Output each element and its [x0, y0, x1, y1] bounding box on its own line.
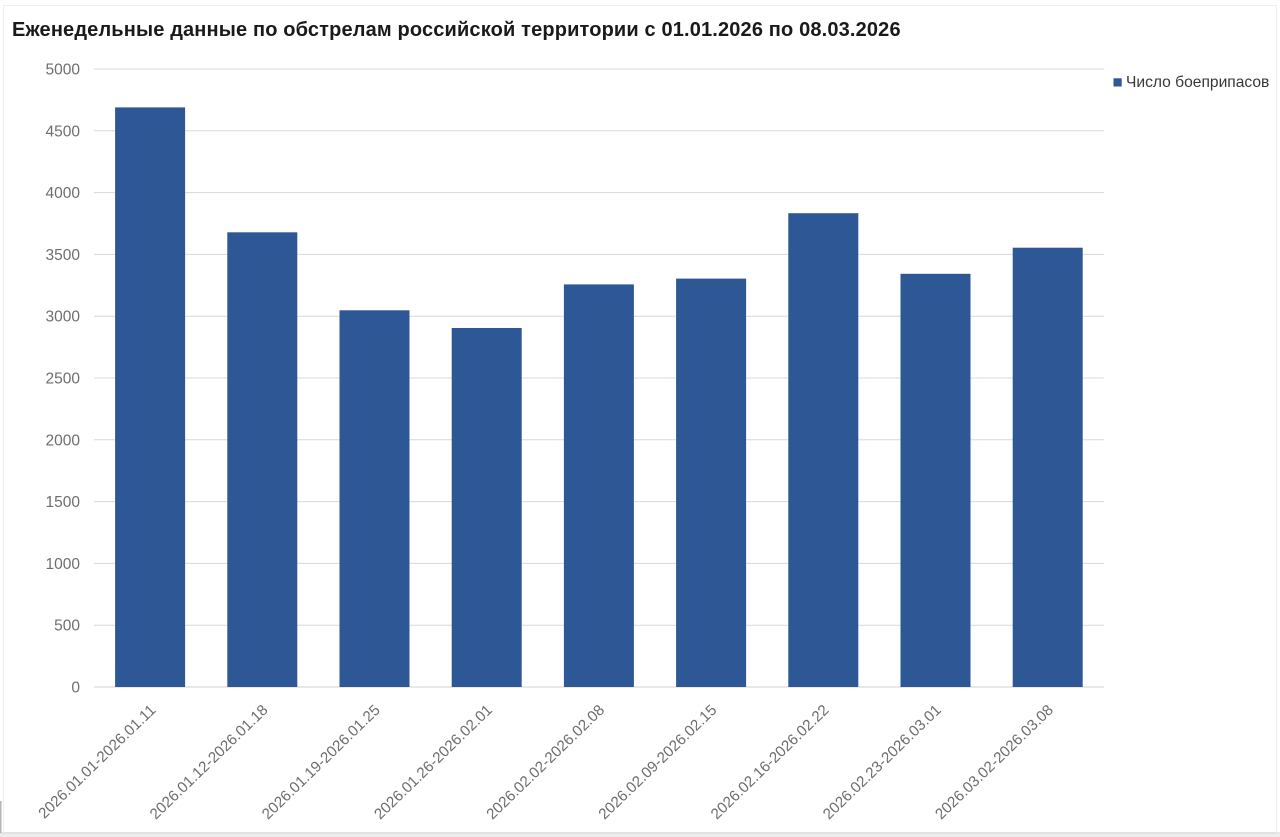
- svg-text:2500: 2500: [46, 370, 81, 387]
- svg-text:2026.03.02-2026.03.08: 2026.03.02-2026.03.08: [932, 702, 1057, 823]
- svg-text:4500: 4500: [46, 123, 81, 140]
- svg-text:1500: 1500: [46, 494, 81, 511]
- svg-text:2026.01.26-2026.02.01: 2026.01.26-2026.02.01: [371, 702, 496, 823]
- svg-text:5000: 5000: [46, 61, 81, 78]
- svg-text:2026.02.23-2026.03.01: 2026.02.23-2026.03.01: [820, 702, 945, 823]
- svg-text:2026.01.12-2026.01.18: 2026.01.12-2026.01.18: [147, 702, 272, 823]
- svg-text:2026.02.16-2026.02.22: 2026.02.16-2026.02.22: [708, 702, 833, 823]
- svg-text:2026.02.02-2026.02.08: 2026.02.02-2026.02.08: [483, 702, 608, 823]
- svg-text:4000: 4000: [46, 185, 81, 202]
- svg-text:1000: 1000: [46, 556, 81, 573]
- svg-text:2000: 2000: [46, 432, 81, 449]
- svg-text:2026.01.19-2026.01.25: 2026.01.19-2026.01.25: [259, 702, 384, 823]
- svg-text:0: 0: [71, 679, 80, 696]
- svg-text:2026.02.09-2026.02.15: 2026.02.09-2026.02.15: [596, 702, 721, 823]
- svg-text:3500: 3500: [46, 247, 81, 264]
- svg-text:2026.01.01-2026.01.11: 2026.01.01-2026.01.11: [35, 702, 159, 823]
- svg-text:Число боеприпасов: Число боеприпасов: [1126, 74, 1269, 91]
- svg-text:Еженедельные данные по обстрел: Еженедельные данные по обстрелам российс…: [12, 19, 901, 41]
- svg-text:3000: 3000: [46, 309, 81, 326]
- svg-text:500: 500: [54, 618, 80, 635]
